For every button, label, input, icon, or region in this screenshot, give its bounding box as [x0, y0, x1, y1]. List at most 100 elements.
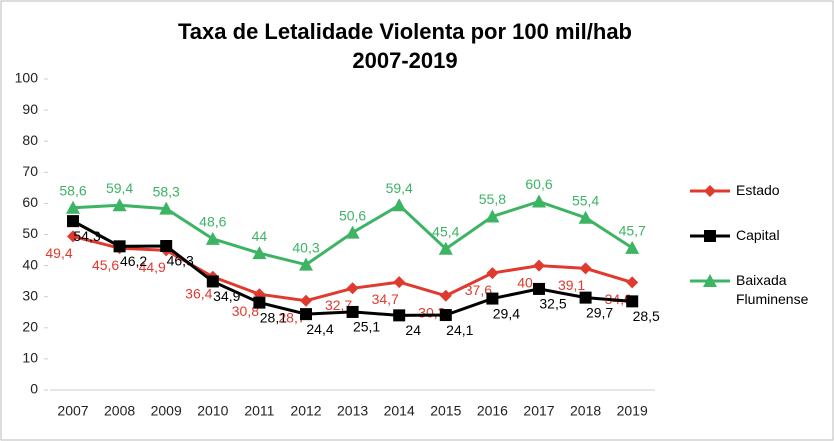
x-tick-label: 2013 [337, 403, 368, 419]
data-label: 50,6 [339, 207, 366, 223]
marker [206, 275, 219, 288]
x-tick-label: 2008 [104, 403, 135, 419]
data-label: 44,9 [139, 259, 166, 275]
legend-label: Capital [736, 227, 780, 243]
y-tick-label: 60 [22, 194, 38, 210]
marker [205, 231, 220, 245]
data-label: 49,4 [45, 245, 72, 261]
data-label: 25,1 [353, 319, 380, 335]
y-tick-label: 50 [22, 225, 38, 241]
data-label: 40 [517, 274, 533, 290]
data-label: 60,6 [525, 176, 552, 192]
marker [393, 309, 406, 322]
y-tick-label: 0 [30, 381, 38, 397]
x-tick-label: 2017 [523, 403, 554, 419]
marker [345, 225, 360, 239]
marker [66, 200, 80, 214]
data-label: 29,7 [586, 304, 613, 320]
data-label: 24,1 [446, 322, 473, 338]
x-tick-label: 2016 [477, 403, 508, 419]
marker [486, 267, 499, 280]
y-tick-label: 20 [22, 319, 38, 335]
x-tick-label: 2018 [570, 403, 601, 419]
data-label: 59,4 [386, 180, 413, 196]
x-tick-label: 2014 [384, 403, 415, 419]
x-tick-label: 2007 [57, 403, 88, 419]
data-label: 45,6 [92, 257, 119, 273]
x-tick-label: 2015 [430, 403, 461, 419]
data-label: 40,3 [292, 239, 319, 255]
marker [346, 282, 359, 295]
marker [704, 230, 716, 242]
data-label: 30,8 [232, 303, 259, 319]
data-label: 32,7 [325, 297, 352, 313]
marker [486, 292, 499, 305]
data-label: 46,3 [167, 253, 194, 269]
marker [67, 230, 79, 243]
data-label: 44 [252, 228, 268, 244]
marker [438, 241, 453, 255]
y-tick-label: 10 [22, 350, 38, 366]
marker [578, 210, 593, 224]
data-label: 45,4 [432, 224, 459, 240]
marker [533, 259, 545, 272]
data-label: 54,3 [73, 228, 100, 244]
x-tick-label: 2019 [617, 403, 648, 419]
data-label: 28,5 [633, 308, 660, 324]
marker [252, 246, 267, 260]
marker [112, 198, 127, 212]
x-tick-label: 2011 [244, 403, 274, 419]
x-tick-label: 2009 [151, 403, 182, 419]
data-label: 58,3 [153, 183, 180, 199]
marker [253, 296, 266, 309]
marker [300, 308, 312, 321]
marker [579, 262, 592, 275]
marker [626, 276, 639, 289]
data-label: 24,4 [306, 321, 333, 337]
marker [439, 289, 452, 302]
marker [439, 309, 452, 322]
chart-title: Taxa de Letalidade Violenta por 100 mil/… [178, 19, 632, 44]
y-tick-label: 30 [22, 287, 38, 303]
data-label: 55,8 [479, 191, 506, 207]
data-label: 24 [405, 322, 421, 338]
data-label: 58,6 [59, 182, 86, 198]
marker [67, 215, 79, 228]
marker [346, 305, 359, 318]
y-tick-label: 80 [22, 132, 38, 148]
marker [299, 257, 313, 271]
marker [532, 194, 546, 208]
data-label: 34,9 [213, 288, 240, 304]
y-tick-label: 70 [22, 163, 38, 179]
marker [113, 240, 126, 253]
marker [160, 240, 173, 253]
x-tick-label: 2010 [197, 403, 228, 419]
marker [392, 198, 407, 212]
chart-subtitle: 2007-2019 [352, 48, 457, 73]
data-label: 28,1 [260, 309, 287, 325]
marker [625, 240, 640, 254]
data-label: 48,6 [199, 214, 226, 230]
marker [159, 201, 174, 215]
marker [626, 295, 639, 308]
data-label: 45,7 [619, 223, 646, 239]
marker [485, 209, 500, 223]
data-label: 29,4 [493, 305, 520, 321]
marker [393, 276, 406, 289]
legend-label: Baixada Fluminense [736, 272, 809, 307]
legend-label: Estado [736, 182, 780, 198]
marker [704, 185, 716, 197]
data-label: 32,5 [539, 296, 566, 312]
y-tick-label: 40 [22, 256, 38, 272]
marker [579, 291, 592, 304]
data-label: 36,4 [185, 285, 212, 301]
data-label: 39,1 [558, 277, 585, 293]
data-label: 59,4 [106, 180, 133, 196]
data-label: 37,6 [465, 282, 492, 298]
marker [703, 274, 717, 287]
data-label: 46,2 [120, 253, 147, 269]
marker [533, 282, 545, 295]
marker [300, 294, 312, 307]
